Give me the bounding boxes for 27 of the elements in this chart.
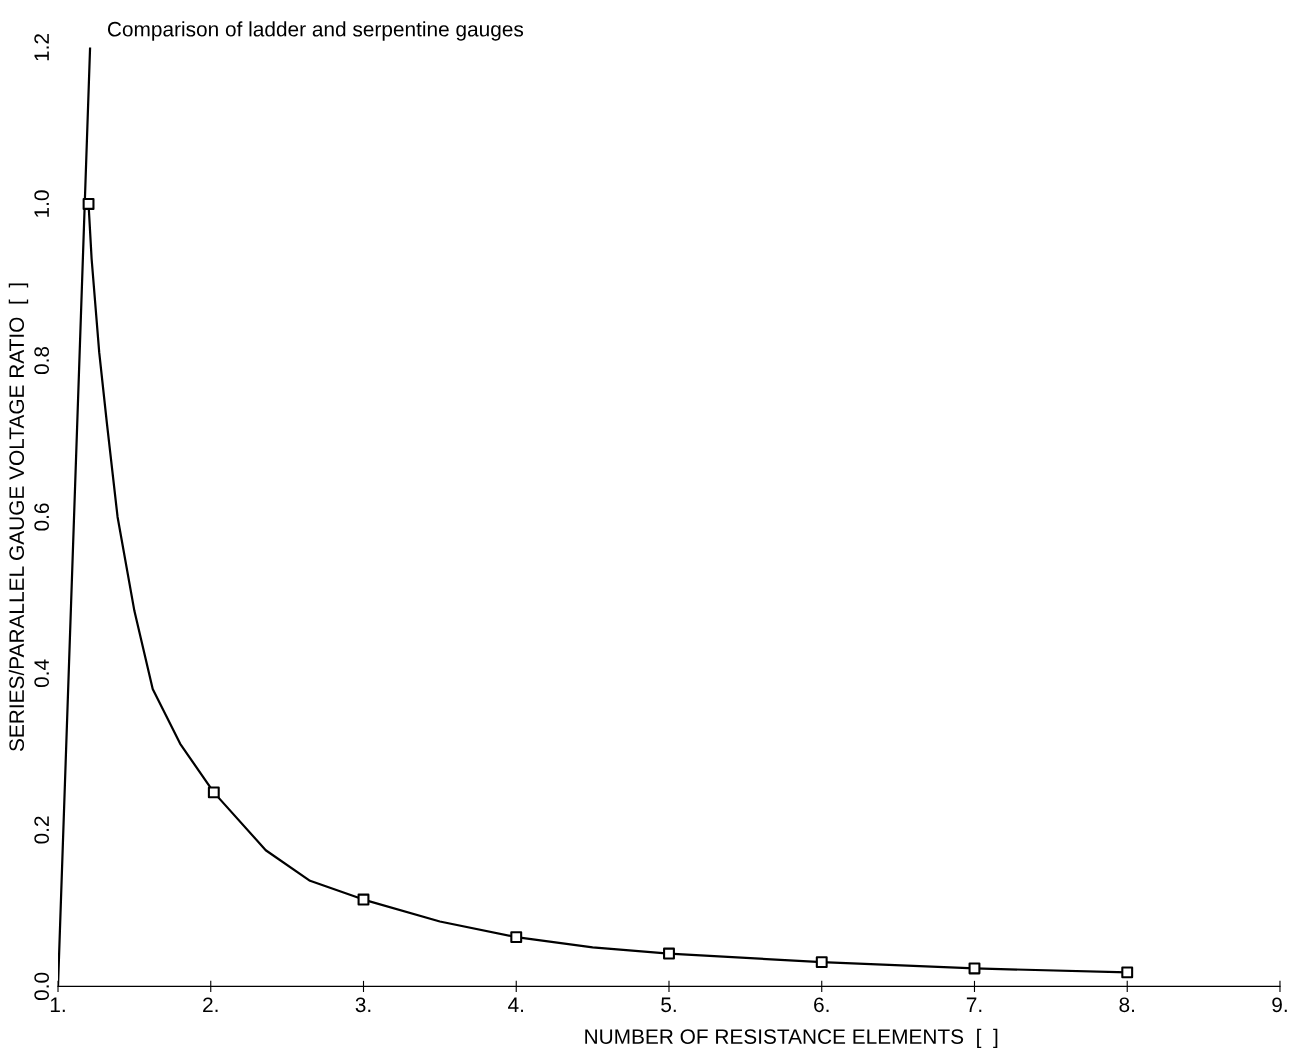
- point: [663, 947, 675, 960]
- y-tick-label: 1.2: [34, 34, 49, 61]
- point: [357, 893, 370, 906]
- y-tick-label: 0.8: [34, 346, 50, 375]
- point: [815, 956, 828, 969]
- x-tick-label: 5.: [661, 997, 676, 1013]
- x-tick-label: 3.: [355, 997, 371, 1013]
- x-axis-title: NUMBER OF RESISTANCE ELEMENTS [ ]: [585, 1028, 998, 1049]
- x-tick-label: 4.: [508, 997, 524, 1012]
- x-tick-label: 1.: [50, 997, 65, 1012]
- y-tick-label: 1.0: [34, 190, 50, 217]
- x-tick-label: 8.: [1119, 997, 1135, 1013]
- point: [207, 786, 220, 799]
- x-tick-label: 2.: [203, 997, 218, 1012]
- chart-title: Comparison of ladder and serpentine gauges: [107, 21, 524, 41]
- x-tick-label: 7.: [966, 997, 982, 1012]
- point: [510, 931, 523, 944]
- x-tick-label: 9.: [1272, 997, 1287, 1013]
- y-tick-label: 0.2: [34, 816, 50, 844]
- x-tick-label: 6.: [814, 997, 829, 1013]
- y-tick-label: 0.6: [34, 503, 50, 531]
- y-axis-title: SERIES/PARALLEL GAUGE VOLTAGE RATIO [ ]: [8, 283, 29, 752]
- point: [968, 962, 981, 975]
- point: [82, 198, 95, 210]
- y-tick-label: 0.0: [34, 972, 50, 1001]
- y-tick-label: 0.4: [34, 659, 50, 688]
- point: [1121, 966, 1134, 979]
